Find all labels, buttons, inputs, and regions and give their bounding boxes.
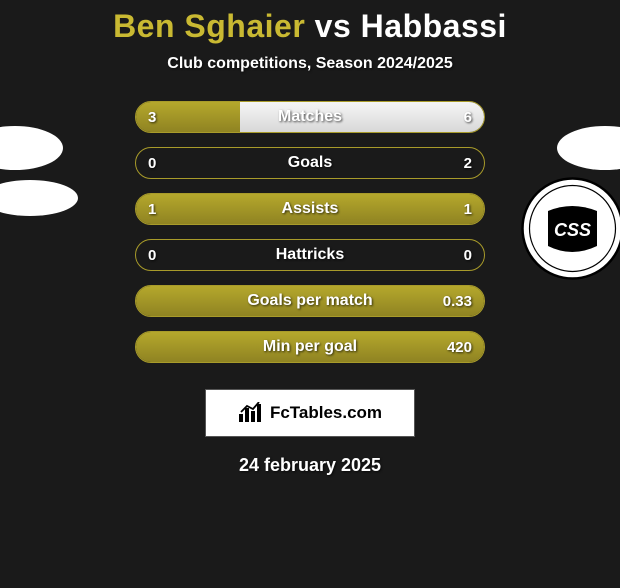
player-right-name: Habbassi bbox=[361, 8, 507, 44]
vs-text: vs bbox=[315, 8, 352, 44]
stat-bar-fill-left bbox=[136, 332, 484, 362]
stat-bar-fill-left bbox=[136, 194, 484, 224]
stat-bar: 420Min per goal bbox=[135, 331, 485, 363]
team-right-badge-label: CSS bbox=[554, 220, 591, 240]
brand-footer: FcTables.com bbox=[205, 389, 415, 437]
stat-bar-fill-right bbox=[240, 102, 484, 132]
stat-label: Goals bbox=[136, 148, 484, 178]
stat-bar-fill-left bbox=[136, 102, 240, 132]
player-left-name: Ben Sghaier bbox=[113, 8, 305, 44]
stat-bar-fill-left bbox=[136, 286, 484, 316]
comparison-title: Ben Sghaier vs Habbassi bbox=[0, 8, 620, 45]
subtitle: Club competitions, Season 2024/2025 bbox=[0, 55, 620, 73]
stat-bar: 0 0Hattricks bbox=[135, 239, 485, 271]
team-right-badge-2: CSS bbox=[520, 176, 620, 281]
stat-bar: 36Matches bbox=[135, 101, 485, 133]
stat-value-right: 2 bbox=[464, 148, 472, 178]
stat-bar: 0 2Goals bbox=[135, 147, 485, 179]
chart-icon bbox=[238, 402, 264, 424]
date-text: 24 february 2025 bbox=[0, 455, 620, 476]
stat-value-left: 0 bbox=[148, 240, 156, 270]
stat-label: Hattricks bbox=[136, 240, 484, 270]
team-left-badge-2 bbox=[0, 163, 80, 233]
stat-bar: 11Assists bbox=[135, 193, 485, 225]
stat-bar: 0.33Goals per match bbox=[135, 285, 485, 317]
stat-value-right: 0 bbox=[464, 240, 472, 270]
stat-value-left: 0 bbox=[148, 148, 156, 178]
brand-text: FcTables.com bbox=[270, 403, 382, 423]
